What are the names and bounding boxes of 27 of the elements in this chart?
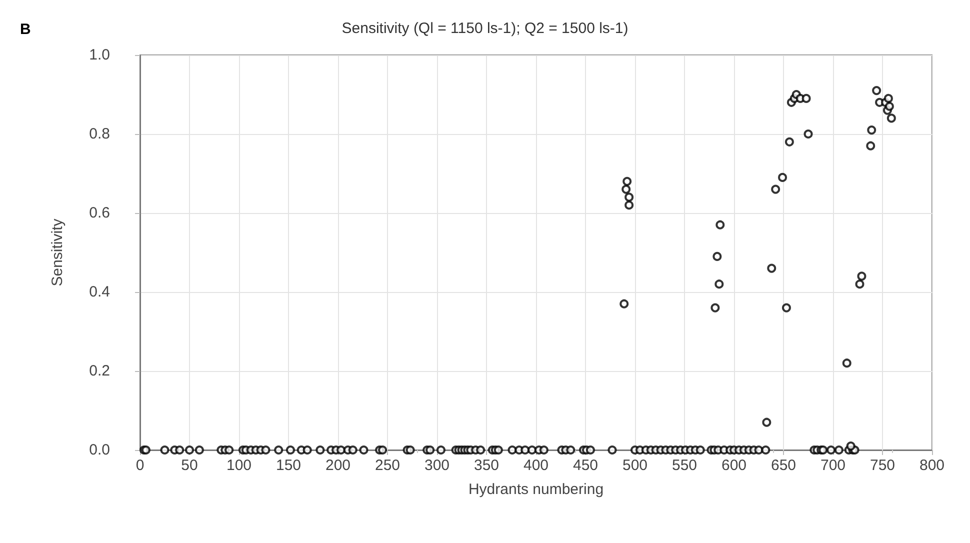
x-axis-title: Hydrants numbering	[468, 481, 604, 498]
x-tick-label: 350	[474, 457, 500, 474]
y-tick-label: 0.8	[89, 126, 110, 142]
x-tick-label: 650	[770, 457, 796, 474]
x-tick-label: 0	[136, 457, 144, 474]
x-tick-label: 750	[870, 457, 896, 474]
x-tick-label: 700	[820, 457, 846, 474]
y-tick-label: 0.4	[89, 284, 110, 300]
x-tick-label: 200	[325, 457, 351, 474]
x-tick-label: 250	[374, 457, 400, 474]
y-tick-label: 0.2	[89, 362, 110, 380]
x-tick-label: 100	[226, 457, 252, 474]
y-tick-label: 1.0	[89, 46, 110, 64]
x-tick-label: 550	[672, 457, 698, 474]
x-tick-label: 450	[572, 457, 598, 474]
x-tick-label: 50	[181, 457, 198, 474]
y-tick-label: 0.0	[89, 442, 110, 458]
x-tick-label: 300	[424, 457, 450, 474]
chart-title: Sensitivity (Ql = 1150 ls-1); Q2 = 1500 ls-1)	[342, 20, 628, 37]
x-tick-label: 600	[721, 457, 747, 474]
y-axis-title: Sensitivity	[49, 218, 66, 286]
x-tick-label: 400	[523, 457, 549, 474]
x-tick-label: 800	[919, 457, 945, 474]
x-tick-label: 500	[622, 457, 648, 474]
text: B	[20, 21, 31, 38]
y-tick-label: 0.6	[89, 204, 110, 222]
x-tick-label: 150	[276, 457, 302, 474]
